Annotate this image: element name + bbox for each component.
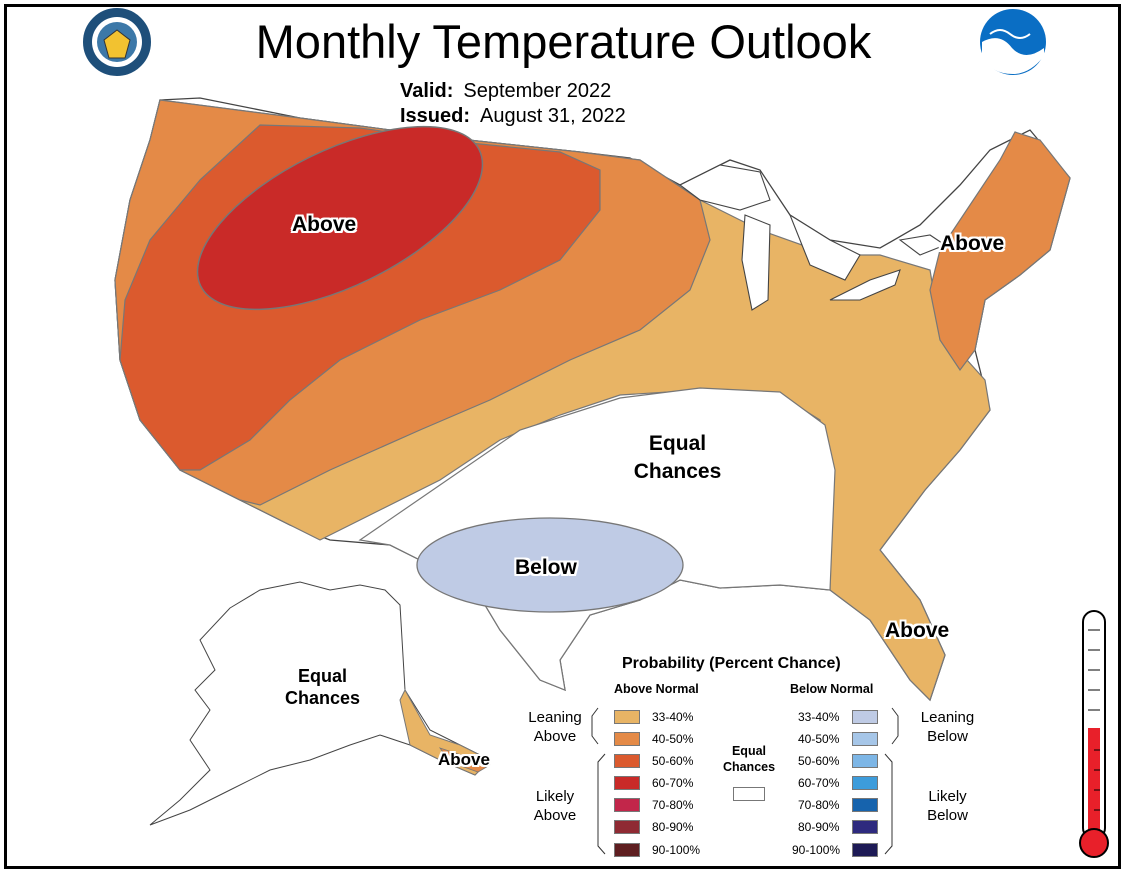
map-label-above-northeast: Above — [940, 232, 1005, 255]
valid-line: Valid: September 2022 — [400, 80, 611, 103]
legend-below-swatch — [852, 710, 878, 724]
legend-above-pct: 50-60% — [652, 754, 694, 768]
legend-above-pct: 60-70% — [652, 776, 694, 790]
leaning-above-brace — [591, 707, 599, 745]
alaska-above-40-50 — [438, 747, 491, 773]
likely-above-brace — [597, 753, 606, 855]
legend-above-swatch — [614, 798, 640, 812]
legend-below-pct: 90-100% — [792, 843, 841, 857]
legend-below-pct: 50-60% — [798, 754, 840, 768]
legend-below-swatch — [852, 754, 878, 768]
legend-equal-chances: Equal Chances — [714, 743, 784, 775]
legend-below-header: Below Normal — [790, 682, 874, 696]
legend-below-swatch — [852, 732, 878, 746]
issued-line: Issued: August 31, 2022 — [400, 105, 626, 128]
legend-likely-above: Likely Above — [520, 787, 590, 825]
commerce-seal-icon — [83, 8, 151, 76]
great-lakes — [678, 164, 947, 311]
legend-likely-below: Likely Below — [910, 787, 985, 825]
map-label-above-northwest: Above — [292, 213, 357, 236]
legend-above-header: Above Normal — [614, 682, 699, 696]
equal-line2: Chances — [633, 460, 722, 483]
map-label-above-southeast: Above — [885, 619, 950, 642]
valid-label: Valid: — [400, 80, 454, 102]
map-label-equal-chances-alaska: Equal Chances — [270, 665, 375, 709]
legend-above-swatch — [614, 820, 640, 834]
leaning-line1: Leaning — [528, 709, 582, 726]
above-40-50-region-northeast — [929, 131, 1071, 372]
thermometer-icon — [1079, 610, 1109, 858]
legend-below-pct: 60-70% — [798, 776, 840, 790]
legend-below-pct: 33-40% — [798, 710, 840, 724]
leaning-line2: Below — [927, 728, 968, 745]
legend-below-swatch — [852, 798, 878, 812]
legend-below-swatch — [852, 776, 878, 790]
likely-line2: Above — [533, 807, 577, 824]
leaning-below-brace — [891, 707, 899, 745]
legend-above-swatch — [614, 843, 640, 857]
equal-line2: Chances — [284, 688, 361, 708]
legend-above-pct: 90-100% — [652, 843, 701, 857]
likely-line1: Likely — [535, 788, 575, 805]
likely-line1: Likely — [928, 788, 967, 805]
legend-above-swatch — [614, 754, 640, 768]
legend-below-pct: 40-50% — [798, 732, 840, 746]
below-33-40-region — [416, 517, 684, 613]
legend-title: Probability (Percent Chance) — [622, 655, 841, 672]
legend-above-pct: 70-80% — [652, 798, 694, 812]
legend-above-pct: 33-40% — [652, 710, 694, 724]
likely-below-brace — [884, 753, 893, 855]
legend-above-swatch — [614, 732, 640, 746]
likely-line2: Below — [927, 807, 968, 824]
above-60-70-region — [196, 125, 484, 311]
legend-above-swatch — [614, 776, 640, 790]
equal-line1: Equal — [731, 744, 767, 758]
issued-value: August 31, 2022 — [480, 105, 626, 127]
legend-below-swatch — [852, 820, 878, 834]
leaning-line1: Leaning — [920, 709, 975, 726]
legend-equal-swatch — [733, 787, 765, 801]
noaa-logo-icon — [980, 9, 1046, 75]
issued-label: Issued: — [400, 105, 471, 127]
map-label-below-texas: Below — [515, 556, 577, 579]
leaning-line2: Above — [533, 728, 577, 745]
page-title: Monthly Temperature Outlook — [255, 15, 872, 68]
legend-below-swatch — [852, 843, 878, 857]
legend-leaning-above: Leaning Above — [520, 708, 590, 746]
legend-above-pct: 40-50% — [652, 732, 694, 746]
legend-above-pct: 80-90% — [652, 820, 694, 834]
alaska-outline — [149, 581, 491, 826]
equal-line1: Equal — [648, 432, 707, 455]
equal-line1: Equal — [297, 666, 347, 686]
valid-value: September 2022 — [463, 80, 612, 102]
legend-below-pct: 70-80% — [798, 798, 840, 812]
legend-above-swatch — [614, 710, 640, 724]
legend-below-pct: 80-90% — [798, 820, 840, 834]
legend-leaning-below: Leaning Below — [910, 708, 985, 746]
equal-line2: Chances — [722, 760, 776, 774]
map-label-above-alaska: Above — [438, 750, 490, 769]
map-label-equal-chances-center: Equal Chances — [625, 430, 730, 486]
alaska-above-region — [399, 688, 491, 776]
